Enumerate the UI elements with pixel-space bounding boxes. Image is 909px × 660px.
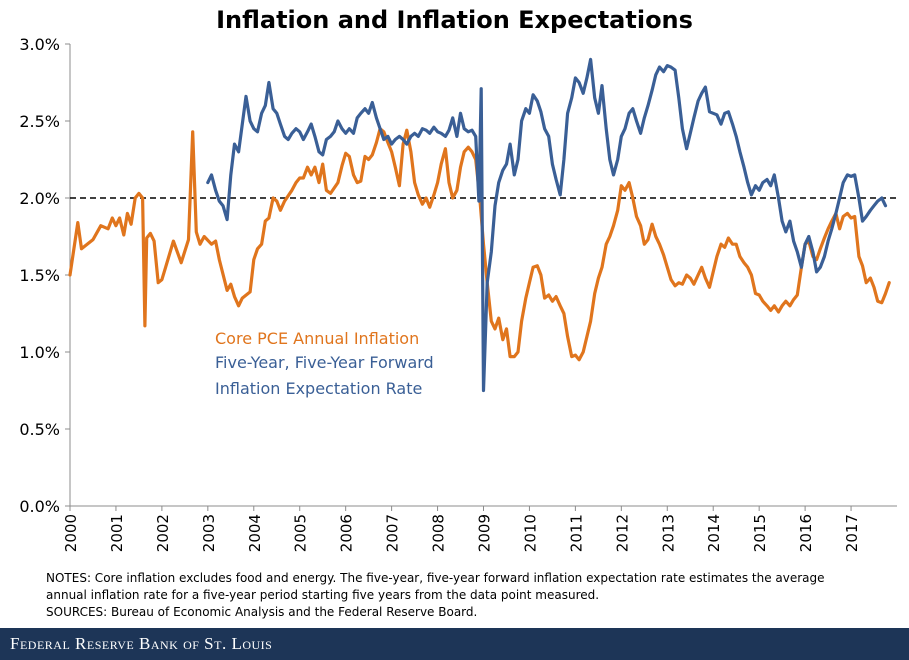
legend-core-pce: Core PCE Annual Inflation — [215, 329, 419, 348]
footer-logo-text: Federal Reserve Bank of St. Louis — [10, 634, 273, 653]
line-chart: 0.0% 0.5% 1.0% 1.5% 2.0% 2.5% 3.0% 2000 2001 2002… — [19, 35, 897, 552]
legend-five-year-forward-line2: Inflation Expectation Rate — [215, 379, 422, 398]
x-tick-label: 2003 — [200, 514, 218, 552]
y-tick-label: 2.0% — [19, 189, 60, 208]
sources-line: SOURCES: Bureau of Economic Analysis and… — [46, 605, 478, 619]
x-tick-label: 2000 — [62, 514, 80, 552]
x-tick-label: 2008 — [430, 514, 448, 552]
chart-title: Inflation and Inflation Expectations — [216, 6, 693, 34]
x-tick-label: 2012 — [613, 514, 631, 552]
x-tick-label: 2013 — [659, 514, 677, 552]
x-tick-label: 2010 — [521, 514, 539, 552]
x-tick-label: 2014 — [705, 514, 723, 552]
chart-series — [68, 57, 897, 393]
five-year-forward-series-line — [206, 57, 888, 393]
y-tick-label: 3.0% — [19, 35, 60, 54]
x-tick-label: 2002 — [154, 514, 172, 552]
x-tick-label: 2004 — [246, 514, 264, 552]
x-tick-label: 2017 — [843, 514, 861, 552]
legend-five-year-forward: Five-Year, Five-Year Forward — [215, 353, 434, 372]
core-pce-series-line — [68, 127, 891, 362]
chart-legend: Core PCE Annual Inflation Five-Year, Fiv… — [215, 329, 434, 398]
y-tick-label: 1.5% — [19, 266, 60, 285]
x-tick-label: 2005 — [292, 514, 310, 552]
x-tick-label: 2007 — [384, 514, 402, 552]
x-tick-label: 2015 — [751, 514, 769, 552]
notes-line-2: annual inflation rate for a five-year pe… — [46, 588, 600, 602]
notes-line-1: NOTES: Core inflation excludes food and … — [46, 571, 825, 585]
y-tick-label: 2.5% — [19, 112, 60, 131]
x-tick-label: 2006 — [338, 514, 356, 552]
y-tick-label: 0.0% — [19, 497, 60, 516]
footer-bar: Federal Reserve Bank of St. Louis — [0, 628, 909, 660]
y-tick-label: 1.0% — [19, 343, 60, 362]
chart-axes: 0.0% 0.5% 1.0% 1.5% 2.0% 2.5% 3.0% 2000 2001 2002… — [19, 35, 897, 552]
x-tick-label: 2011 — [567, 514, 585, 552]
x-tick-label: 2001 — [108, 514, 126, 552]
y-tick-label: 0.5% — [19, 420, 60, 439]
x-tick-label: 2009 — [476, 514, 494, 552]
x-tick-label: 2016 — [797, 514, 815, 552]
